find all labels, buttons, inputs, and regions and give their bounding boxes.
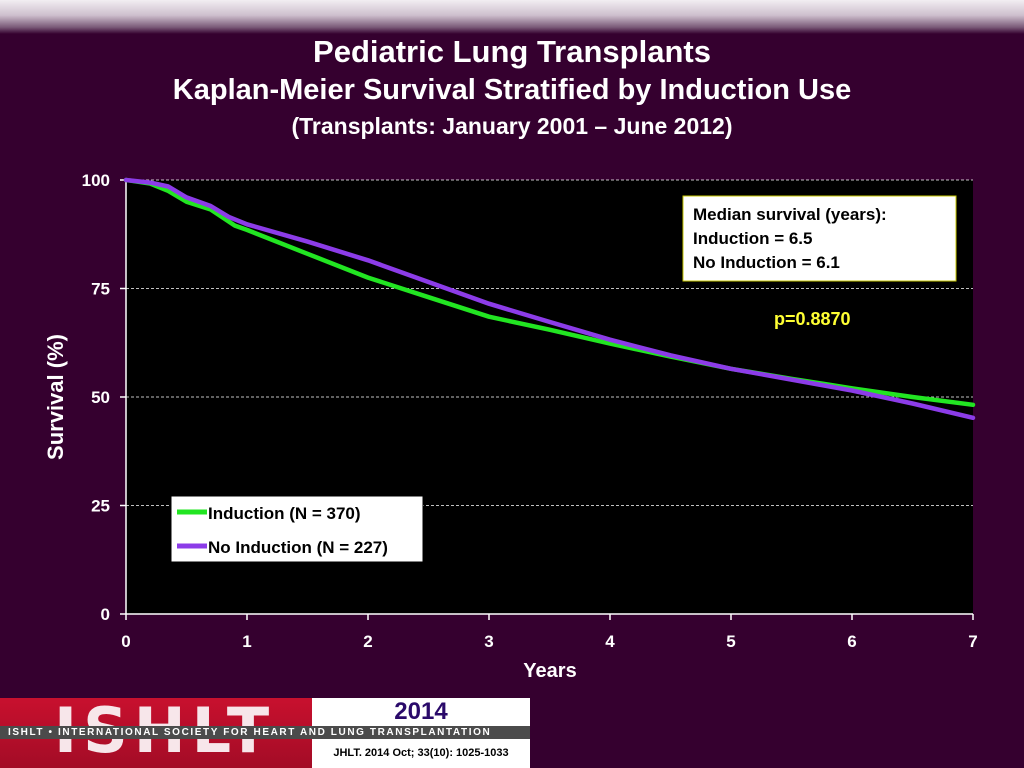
median-box-frame <box>682 195 957 282</box>
slide-date-range: (Transplants: January 2001 – June 2012) <box>291 113 733 139</box>
series-line-no-induction <box>123 177 976 421</box>
footer-branding: ISHLT 2014 ISHLT • INTERNATIONAL SOCIETY… <box>0 694 530 768</box>
x-tick-label-5: 5 <box>726 632 735 651</box>
median-title: Median survival (years): <box>693 205 887 224</box>
x-tick-label-3: 3 <box>484 632 493 651</box>
y-tick-label-100: 100 <box>82 171 110 190</box>
median-no-induction: No Induction = 6.1 <box>693 253 840 272</box>
x-tick-label-1: 1 <box>242 632 251 651</box>
x-tick-label-4: 4 <box>605 632 615 651</box>
y-tick-label-0: 0 <box>101 605 110 624</box>
legend-label-no-induction: No Induction (N = 227) <box>208 538 388 557</box>
series-lines <box>123 177 976 421</box>
x-tick-label-0: 0 <box>121 632 130 651</box>
x-axis-label: Years <box>523 660 576 682</box>
y-axis-label: Survival (%) <box>43 334 68 460</box>
x-tick-label-6: 6 <box>847 632 856 651</box>
report-year: 2014 <box>312 698 530 726</box>
legend-label-induction: Induction (N = 370) <box>208 504 361 523</box>
journal-citation: JHLT. 2014 Oct; 33(10): 1025-1033 <box>312 739 530 768</box>
legend: Induction (N = 370) No Induction (N = 22… <box>170 495 424 563</box>
slide-titles: Pediatric Lung Transplants Kaplan-Meier … <box>0 32 1024 144</box>
y-tick-label-75: 75 <box>91 280 110 299</box>
x-tick-label-7: 7 <box>968 632 977 651</box>
x-tick-label-2: 2 <box>363 632 372 651</box>
top-gradient-band <box>0 0 1024 34</box>
legend-frame <box>170 495 424 563</box>
median-induction: Induction = 6.5 <box>693 229 813 248</box>
axes: 0 25 50 75 100 0 1 2 3 4 5 6 7 <box>82 171 978 651</box>
society-name-strip: ISHLT • INTERNATIONAL SOCIETY FOR HEART … <box>0 726 530 739</box>
median-survival-box: Median survival (years): Induction = 6.5… <box>682 195 957 282</box>
y-tick-label-25: 25 <box>91 497 110 516</box>
p-value-label: p=0.8870 <box>774 309 851 329</box>
y-tick-label-50: 50 <box>91 388 110 407</box>
slide-subtitle: Kaplan-Meier Survival Stratified by Indu… <box>172 74 852 106</box>
slide-title: Pediatric Lung Transplants <box>313 34 711 69</box>
survival-chart: 0 25 50 75 100 0 1 2 3 4 5 6 7 Median survival (year… <box>43 171 978 682</box>
